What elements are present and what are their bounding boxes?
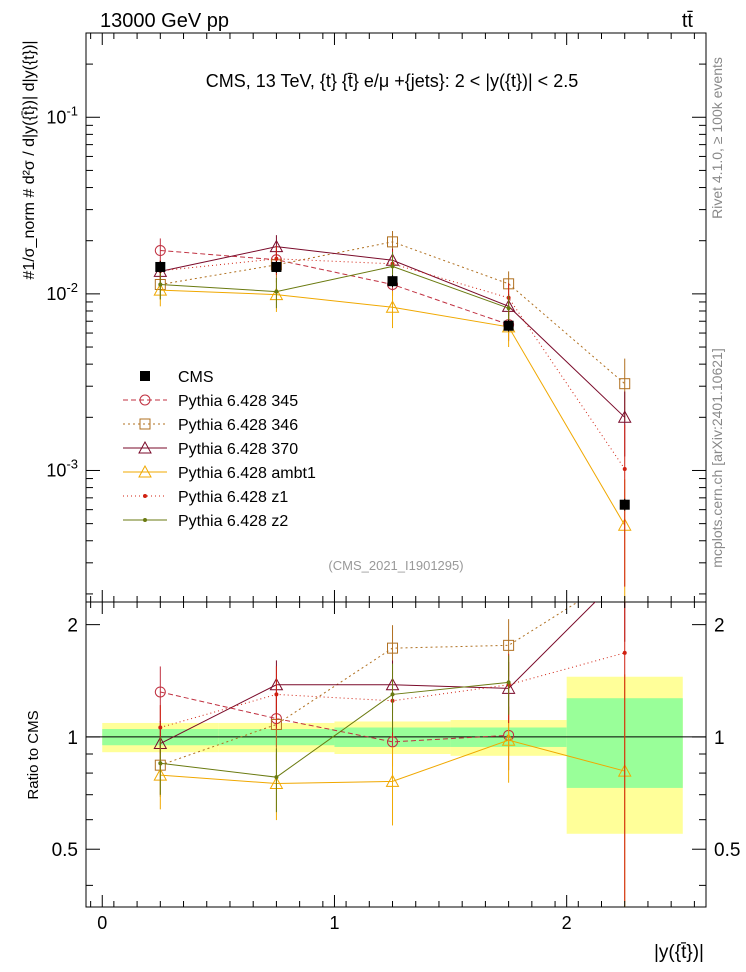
series-0-line xyxy=(160,250,509,326)
y-axis-label: #1/σ_norm # d²σ / d|y({t̄})| d|y({t})| xyxy=(21,40,38,279)
y-tick-label: 10-3 xyxy=(46,456,78,480)
ratio-series-1-point xyxy=(503,639,515,651)
mcplots-label: mcplots.cern.ch [arXiv:2401.10621] xyxy=(709,348,725,567)
y-tick-exponent: -3 xyxy=(66,456,78,471)
legend-label-5: Pythia 6.428 z2 xyxy=(178,513,288,530)
ratio-series-0-point xyxy=(154,686,166,698)
ratio-data-marks xyxy=(153,602,632,907)
ratio-series-3-point xyxy=(385,774,400,787)
ratio-tick-label-left: 2 xyxy=(67,616,78,637)
y-tick-exponent: -1 xyxy=(66,103,78,118)
ratio-series-3-point xyxy=(501,733,516,746)
ratio-series-5-point xyxy=(390,692,395,697)
ratio-series-4-point xyxy=(158,725,163,730)
legend-marker-4 xyxy=(143,494,147,498)
series-1-point xyxy=(619,378,631,390)
legend-marker-0 xyxy=(139,394,151,406)
y-tick-exponent: -2 xyxy=(66,280,78,295)
legend-marker-2 xyxy=(138,440,152,454)
series-2-point xyxy=(617,410,632,423)
ratio-tick-label-right: 1 xyxy=(714,728,725,749)
rivet-label: Rivet 4.1.0, ≥ 100k events xyxy=(709,57,725,219)
ratio-series-5-point xyxy=(274,775,279,780)
ratio-tick-label-right: 2 xyxy=(714,616,725,637)
ratio-y-axis-label: Ratio to CMS xyxy=(25,710,42,799)
series-5-point xyxy=(506,306,511,311)
ratio-tick-label-right: 0.5 xyxy=(714,840,740,861)
ratio-tick-label-left: 1 xyxy=(67,728,78,749)
y-tick-label: 10-1 xyxy=(46,103,78,127)
legend-marker-5 xyxy=(143,518,147,522)
series-4-point xyxy=(274,256,279,261)
series-0-point xyxy=(154,245,166,257)
ratio-series-1-point xyxy=(387,642,399,654)
legend-label-3: Pythia 6.428 ambt1 xyxy=(178,465,316,482)
series-5-point xyxy=(158,282,163,287)
ratio-series-5-line xyxy=(160,681,509,778)
main-data-marks xyxy=(153,230,632,602)
y-tick-label: 10-2 xyxy=(46,280,78,304)
ratio-series-5-point xyxy=(506,680,511,685)
ratio-series-4-point xyxy=(274,692,279,697)
legend-label-1: Pythia 6.428 346 xyxy=(178,417,298,434)
ratio-series-0-line xyxy=(160,691,509,743)
series-5-point xyxy=(390,264,395,269)
legend-label-cms: CMS xyxy=(178,369,214,386)
legend-label-0: Pythia 6.428 345 xyxy=(178,393,298,410)
cms-point xyxy=(387,276,398,287)
legend: CMS Pythia 6.428 345 Pythia 6.428 346 Pythi… xyxy=(123,369,316,530)
ratio-series-4-point xyxy=(622,650,627,655)
x-axis-label: |y({t̄})| xyxy=(654,942,704,963)
series-1-point xyxy=(387,236,399,248)
cms-point xyxy=(271,261,282,272)
axes-ticks: 0 1 2 10-3 10-2 10-1 0.5 0.5 1 1 2 2 xyxy=(46,33,740,933)
x-tick-label: 2 xyxy=(562,913,572,933)
ratio-tick-label-left: 0.5 xyxy=(52,840,78,861)
series-4-point xyxy=(622,466,627,471)
ratio-series-5-point xyxy=(158,761,163,766)
header-left: 13000 GeV pp xyxy=(100,10,229,32)
ratio-panel-frame xyxy=(85,601,707,908)
legend-marker-cms xyxy=(140,371,150,381)
series-5-line xyxy=(160,265,509,309)
series-5-point xyxy=(274,289,279,294)
header-right: tt̄ xyxy=(682,10,694,32)
cms-point xyxy=(503,320,514,331)
legend-label-2: Pythia 6.428 370 xyxy=(178,441,298,458)
cms-point xyxy=(619,499,630,510)
analysis-label: (CMS_2021_I1901295) xyxy=(328,558,463,573)
legend-marker-3 xyxy=(138,464,152,478)
x-tick-label: 0 xyxy=(97,913,107,933)
chart-title: CMS, 13 TeV, {t} {t̄} e/μ +{jets}: 2 < |… xyxy=(206,71,578,91)
legend-marker-1 xyxy=(139,418,151,430)
legend-label-4: Pythia 6.428 z1 xyxy=(178,489,288,506)
series-3-point xyxy=(385,300,400,313)
x-tick-label: 1 xyxy=(329,913,339,933)
cms-point xyxy=(155,261,166,272)
